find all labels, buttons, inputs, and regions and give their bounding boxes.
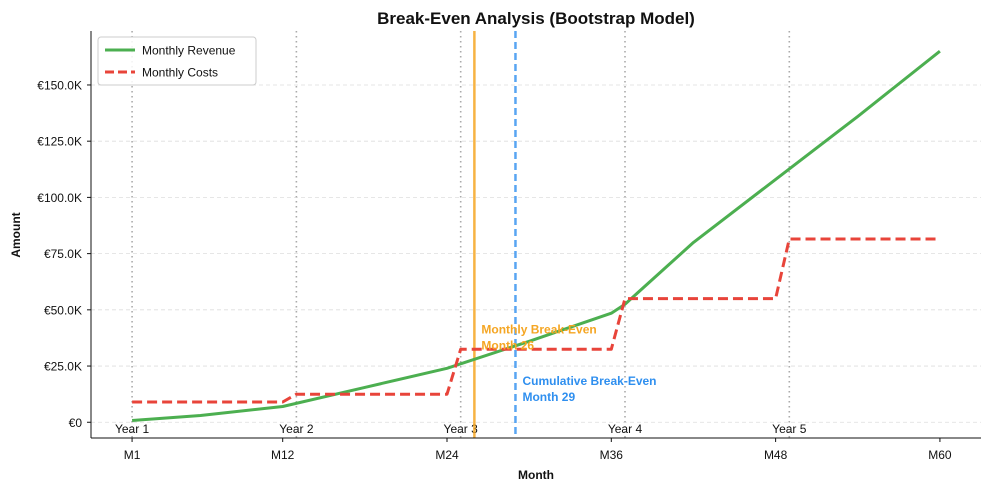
- y-tick-label: €150.0K: [37, 78, 82, 92]
- y-tick-label: €25.0K: [44, 360, 82, 374]
- break-even-layer: [473, 31, 517, 438]
- ticks-layer: M1 M12 M24 M36 M48 M60 €0 €25.0K €50.0K €75.0K €10…: [37, 78, 952, 462]
- monthly-costs-line: [132, 237, 940, 404]
- year-marker-label: Year 1: [115, 422, 150, 436]
- monthly-break-even-month: Month 26: [481, 338, 534, 352]
- y-tick-label: €50.0K: [44, 303, 82, 317]
- cumulative-break-even-label: Cumulative Break-Even: [522, 374, 656, 388]
- x-axis-label: Month: [518, 468, 554, 482]
- legend-label: Monthly Costs: [142, 66, 218, 80]
- y-tick-label: €100.0K: [37, 191, 82, 205]
- grid-layer: [91, 84, 981, 423]
- y-axis-label: Amount: [9, 212, 23, 257]
- x-tick-label: M12: [271, 448, 295, 462]
- annotations-layer: Monthly Break-Even Month 26 Cumulative Bre…: [481, 322, 656, 404]
- legend-label: Monthly Revenue: [142, 44, 236, 58]
- year-markers-layer: Year 1 Year 2 Year 3 Year 4 Year 5: [115, 31, 807, 438]
- x-tick-label: M60: [928, 448, 952, 462]
- chart-title: Break-Even Analysis (Bootstrap Model): [377, 9, 695, 28]
- x-tick-label: M24: [435, 448, 459, 462]
- x-tick-label: M48: [764, 448, 788, 462]
- x-tick-label: M36: [600, 448, 624, 462]
- legend: Monthly Revenue Monthly Costs: [97, 36, 257, 86]
- year-marker-label: Year 3: [444, 422, 479, 436]
- monthly-break-even-label: Monthly Break-Even: [481, 322, 596, 336]
- legend-box: [97, 36, 257, 86]
- cumulative-break-even-month: Month 29: [522, 390, 575, 404]
- y-tick-label: €125.0K: [37, 135, 82, 149]
- year-marker-label: Year 5: [772, 422, 807, 436]
- monthly-revenue-line: [131, 50, 941, 422]
- year-marker-label: Year 4: [608, 422, 643, 436]
- x-tick-label: M1: [124, 448, 141, 462]
- axes-layer: [90, 31, 981, 439]
- y-tick-label: €75.0K: [44, 247, 82, 261]
- year-marker-label: Year 2: [279, 422, 314, 436]
- y-tick-label: €0: [69, 416, 83, 430]
- series-layer: [131, 50, 941, 422]
